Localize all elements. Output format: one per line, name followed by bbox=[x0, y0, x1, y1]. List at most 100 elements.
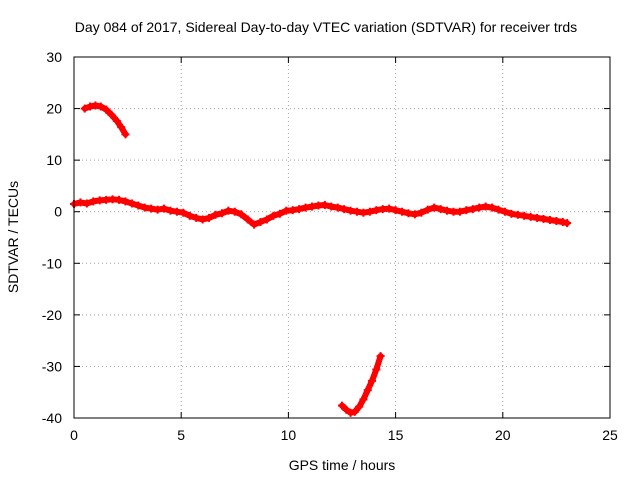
data-point bbox=[288, 206, 297, 215]
data-point bbox=[391, 206, 400, 215]
data-point bbox=[307, 202, 316, 211]
data-point bbox=[436, 205, 445, 214]
data-point bbox=[250, 220, 259, 229]
data-point bbox=[153, 205, 162, 214]
x-tick-label: 25 bbox=[602, 427, 618, 443]
x-tick-label: 10 bbox=[281, 427, 297, 443]
data-point bbox=[256, 218, 265, 227]
data-point bbox=[301, 203, 310, 212]
data-point bbox=[185, 211, 194, 220]
data-point bbox=[243, 215, 252, 224]
data-point bbox=[338, 401, 346, 410]
data-point bbox=[355, 402, 364, 411]
data-point bbox=[507, 209, 516, 218]
x-tick-label: 15 bbox=[388, 427, 404, 443]
data-point bbox=[552, 216, 561, 225]
y-tick-label: 30 bbox=[46, 49, 62, 65]
data-point bbox=[102, 105, 111, 114]
data-point bbox=[262, 215, 271, 224]
data-point bbox=[372, 365, 381, 374]
series-main bbox=[70, 195, 572, 229]
data-point bbox=[443, 206, 452, 215]
data-point bbox=[558, 218, 567, 227]
series-line-main bbox=[71, 196, 571, 228]
data-point bbox=[295, 205, 304, 214]
data-point bbox=[365, 207, 374, 216]
data-point bbox=[89, 197, 98, 206]
data-point bbox=[350, 407, 359, 416]
data-point bbox=[205, 213, 214, 222]
data-point bbox=[404, 209, 413, 218]
series-layer bbox=[70, 101, 572, 417]
series-upper-arc bbox=[80, 101, 130, 139]
data-point bbox=[179, 208, 188, 217]
y-axis-label: SDTVAR / TECUs bbox=[5, 181, 21, 293]
data-point bbox=[198, 215, 207, 224]
data-point bbox=[346, 206, 355, 215]
data-point bbox=[269, 211, 278, 220]
data-point bbox=[455, 207, 464, 216]
data-point bbox=[230, 207, 239, 216]
data-point bbox=[172, 207, 181, 216]
chart-title: Day 084 of 2017, Sidereal Day-to-day VTE… bbox=[75, 19, 577, 35]
series-line-lower-arc bbox=[339, 353, 384, 416]
data-point bbox=[468, 205, 477, 214]
data-point bbox=[368, 376, 377, 385]
data-point bbox=[192, 213, 201, 222]
data-point bbox=[545, 215, 554, 224]
y-tick-label: -10 bbox=[42, 255, 62, 271]
data-point bbox=[275, 209, 284, 218]
data-point bbox=[359, 208, 368, 217]
data-point bbox=[211, 210, 220, 219]
data-point bbox=[91, 101, 100, 110]
data-point bbox=[115, 195, 124, 204]
data-point bbox=[82, 199, 91, 208]
data-point bbox=[166, 206, 175, 215]
data-point bbox=[333, 203, 342, 212]
data-point bbox=[140, 203, 149, 212]
series-lower-arc bbox=[338, 352, 385, 417]
data-point bbox=[430, 203, 439, 212]
data-point bbox=[80, 104, 89, 113]
data-point bbox=[353, 207, 362, 216]
data-point bbox=[520, 211, 529, 220]
y-tick-label: -30 bbox=[42, 358, 62, 374]
data-point bbox=[346, 408, 355, 417]
x-tick-label: 5 bbox=[177, 427, 185, 443]
data-point bbox=[494, 205, 503, 214]
data-point bbox=[127, 199, 136, 208]
y-tick-label: 0 bbox=[54, 204, 62, 220]
data-point bbox=[423, 205, 432, 214]
y-tick-label: 10 bbox=[46, 152, 62, 168]
tick-layer: 0 5 10 15 20 25 -40 -30 -20 -10 0 10 20 30 bbox=[42, 49, 618, 443]
data-point bbox=[500, 207, 509, 216]
data-point bbox=[96, 102, 105, 111]
y-tick-label: -40 bbox=[42, 410, 62, 426]
data-point bbox=[385, 204, 394, 213]
data-point bbox=[320, 201, 329, 210]
data-point bbox=[327, 202, 336, 211]
x-tick-label: 20 bbox=[495, 427, 511, 443]
x-axis-label: GPS time / hours bbox=[289, 457, 396, 473]
y-tick-label: 20 bbox=[46, 101, 62, 117]
data-point bbox=[112, 116, 121, 125]
data-point bbox=[513, 210, 522, 219]
data-point bbox=[359, 395, 368, 404]
data-point bbox=[117, 123, 126, 132]
data-point bbox=[121, 197, 130, 206]
y-tick-label: -20 bbox=[42, 307, 62, 323]
data-point bbox=[363, 386, 372, 395]
data-point bbox=[526, 212, 535, 221]
data-point bbox=[76, 198, 85, 207]
data-point bbox=[237, 210, 246, 219]
data-point bbox=[134, 201, 143, 210]
data-point bbox=[86, 102, 95, 111]
plot-frame bbox=[73, 56, 611, 419]
data-point bbox=[147, 204, 156, 213]
data-point bbox=[462, 206, 471, 215]
data-point bbox=[533, 213, 542, 222]
grid-layer bbox=[74, 57, 610, 418]
data-point bbox=[342, 405, 351, 414]
data-point bbox=[563, 219, 572, 228]
